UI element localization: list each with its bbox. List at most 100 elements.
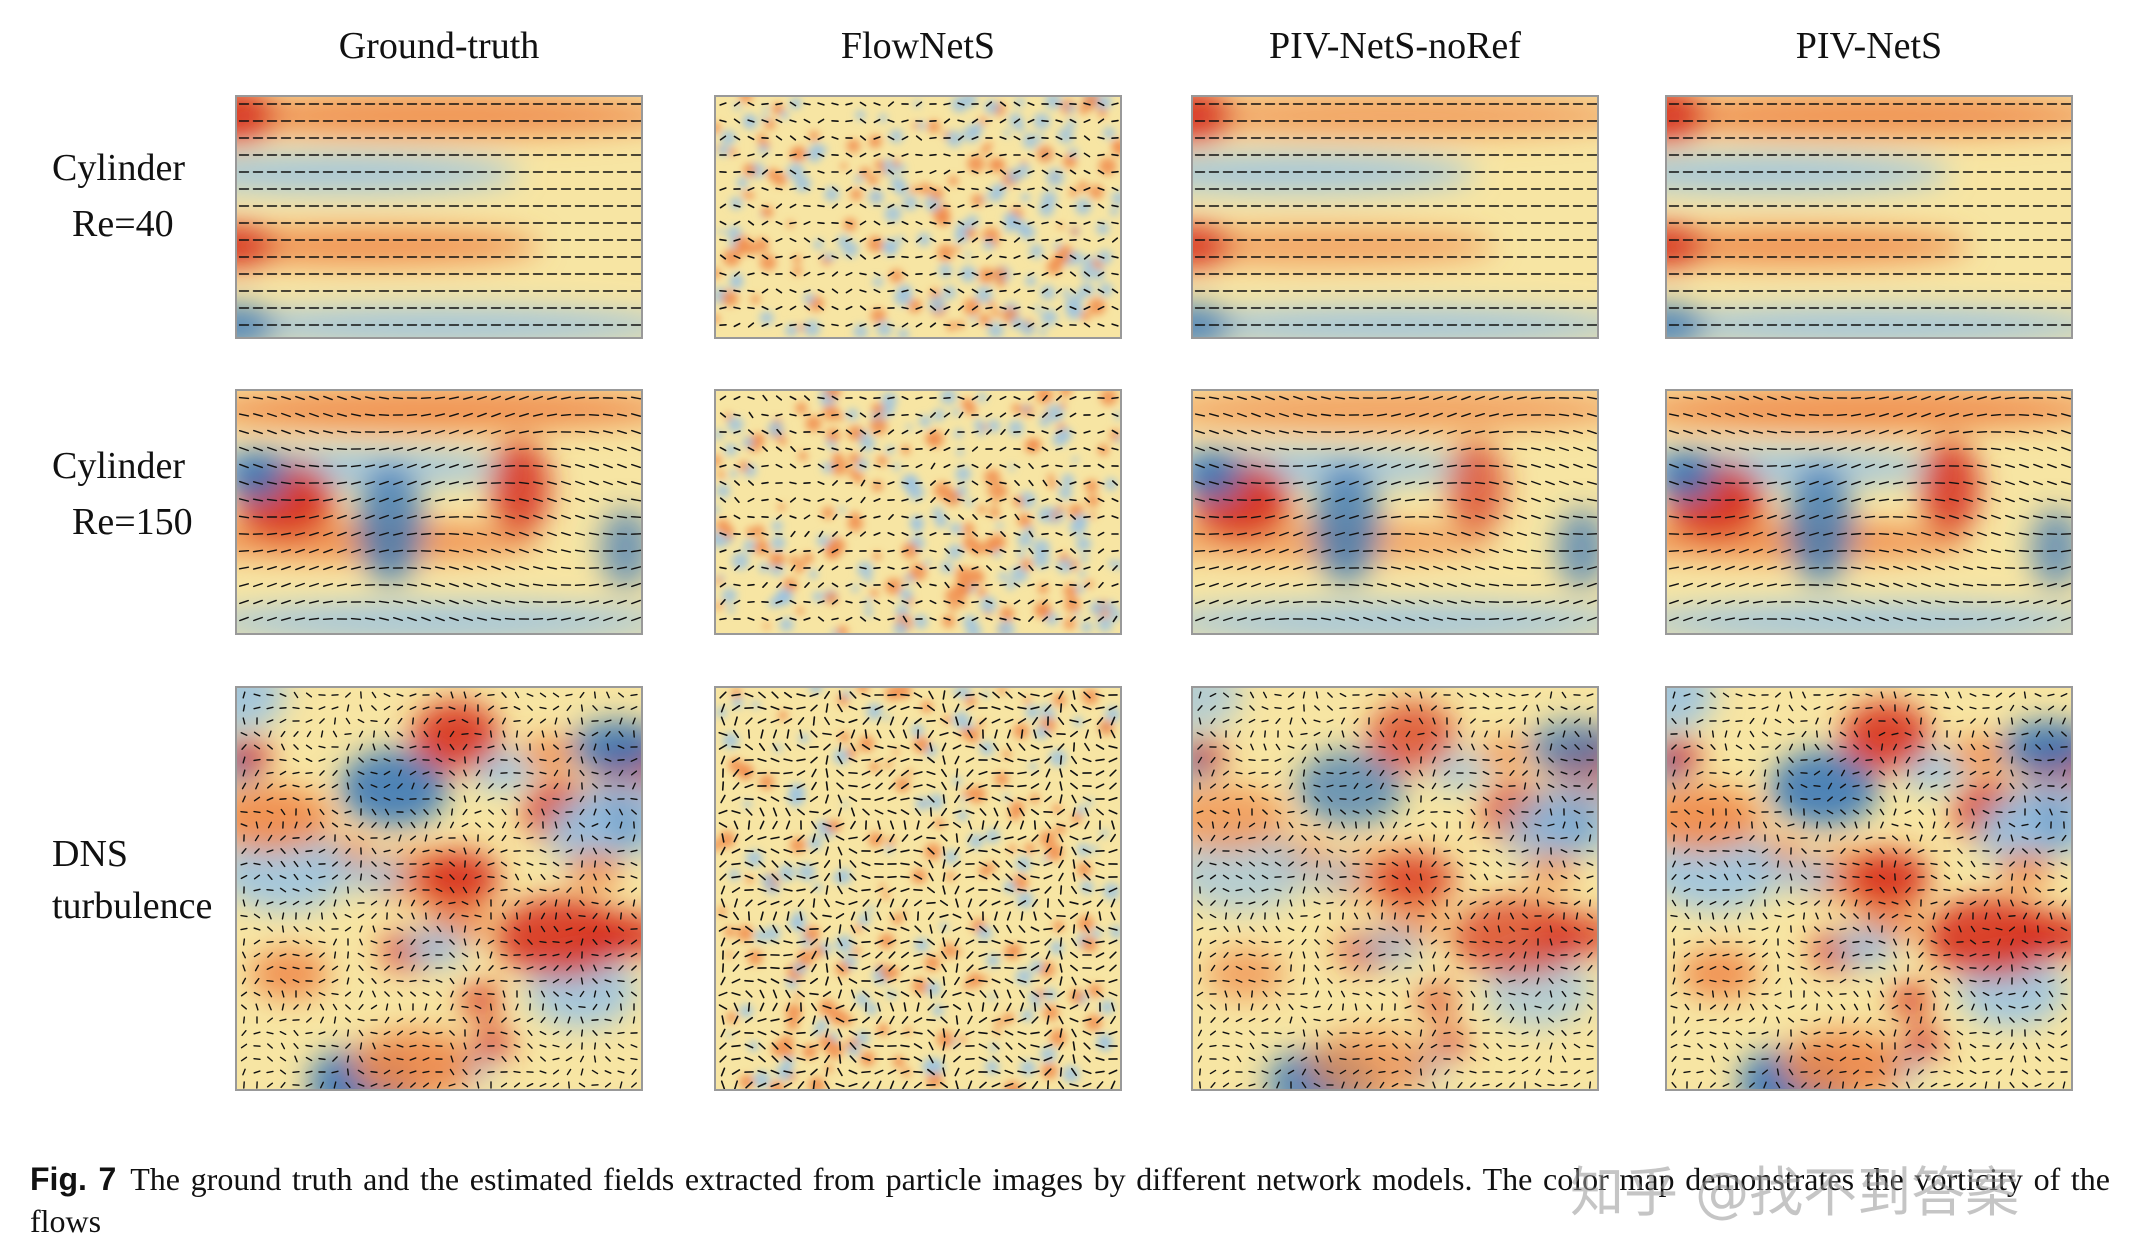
vector (241, 847, 247, 855)
noise-dot (823, 252, 832, 261)
noise-dot (1069, 518, 1087, 536)
vector (943, 102, 951, 106)
vector (350, 430, 362, 434)
vector (266, 941, 274, 943)
vector (1990, 617, 2002, 621)
vector (1208, 515, 1220, 519)
vector (602, 532, 614, 536)
vector (1446, 532, 1458, 536)
noise-dot (917, 121, 926, 130)
vortex (599, 508, 642, 589)
vector (733, 271, 741, 277)
vector (1892, 549, 1904, 553)
noise-dot (836, 413, 845, 421)
vector (957, 396, 965, 400)
vector (761, 549, 769, 553)
vector (385, 899, 389, 907)
vector (579, 900, 585, 906)
vector (518, 498, 530, 502)
vector (567, 1016, 571, 1024)
noise-dot (865, 575, 873, 584)
vector (604, 848, 612, 854)
vector (929, 288, 937, 294)
vector (561, 497, 571, 503)
vector (254, 977, 260, 985)
vector (1013, 617, 1021, 621)
noise-dot (1017, 513, 1032, 528)
noise-dot (933, 481, 951, 499)
vector (267, 783, 273, 789)
vector (1027, 118, 1035, 124)
vector (462, 964, 468, 972)
vector (504, 515, 516, 519)
vector (1935, 548, 1945, 554)
vector (789, 289, 797, 293)
vector (546, 549, 558, 553)
vector (292, 900, 300, 906)
vector (448, 758, 456, 762)
vector (1083, 582, 1091, 588)
vector (292, 757, 300, 763)
noise-dot (763, 622, 770, 630)
noise-dot (1008, 464, 1016, 472)
vector (1461, 531, 1471, 537)
vector (279, 887, 287, 893)
vector (605, 821, 611, 829)
vector (490, 600, 502, 604)
vector (1195, 480, 1205, 486)
vector (396, 745, 404, 749)
vector (591, 823, 599, 827)
vector (1083, 600, 1091, 604)
vector (281, 990, 285, 998)
vector (372, 925, 376, 933)
panel-border (1665, 389, 2073, 635)
vector (513, 796, 521, 802)
vector (357, 1018, 365, 1022)
vector (817, 152, 825, 158)
vector (1293, 548, 1303, 554)
noise-dot (1088, 297, 1106, 316)
vector (566, 951, 572, 959)
vector (1041, 238, 1049, 242)
noise-dot (991, 498, 999, 506)
noise-dot (715, 122, 721, 134)
vector (518, 413, 530, 417)
vortex (1666, 602, 2072, 634)
vector (547, 514, 557, 520)
vector (957, 305, 965, 311)
vector (513, 888, 521, 892)
vector (733, 464, 741, 468)
vector (1069, 514, 1077, 520)
noise-dot (1104, 477, 1118, 491)
noise-dot (1021, 193, 1031, 203)
vector (450, 990, 454, 998)
vector (2032, 413, 2044, 417)
vector (398, 951, 402, 959)
vector (775, 463, 783, 469)
vector (747, 101, 755, 107)
vector (1292, 600, 1304, 604)
vector (1097, 169, 1105, 175)
vector (420, 583, 432, 587)
vector (1335, 480, 1345, 486)
vector (293, 847, 299, 855)
vector (540, 1016, 546, 1024)
noise-dot (716, 483, 731, 498)
vector (1055, 395, 1063, 401)
vector (832, 480, 838, 486)
vector (817, 118, 825, 124)
vector-field (1194, 395, 1598, 622)
noise-dot (955, 465, 972, 483)
vector (1013, 497, 1021, 503)
vector (1767, 548, 1777, 554)
vector (501, 743, 507, 751)
vector (1530, 549, 1542, 553)
vortex (547, 797, 623, 869)
vector (491, 582, 501, 588)
vector (887, 152, 895, 158)
vector (1194, 498, 1206, 502)
vector (546, 481, 558, 485)
vector (505, 531, 515, 537)
vector (422, 1082, 430, 1088)
noise-dot (825, 1064, 833, 1073)
